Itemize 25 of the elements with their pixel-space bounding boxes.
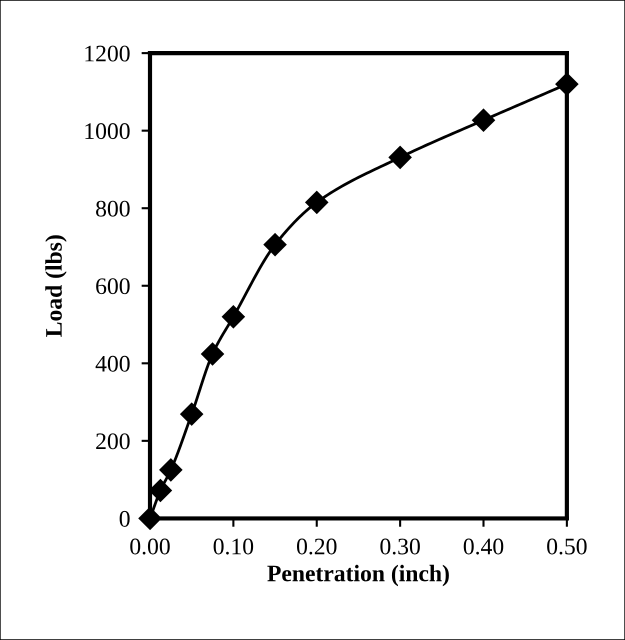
- point: [555, 72, 578, 96]
- y-tick-label: 1200: [85, 46, 130, 62]
- x-tick-label: 0.30: [380, 538, 420, 555]
- y-axis-title: Load (lbs): [45, 235, 67, 337]
- point: [472, 108, 495, 132]
- x-tick-label: 0.50: [547, 538, 587, 555]
- y-tick-label: 800: [96, 200, 130, 217]
- y-tick-label: 600: [96, 278, 130, 294]
- x-tick-label: 0.00: [130, 538, 170, 555]
- point: [222, 305, 245, 328]
- point: [305, 190, 328, 214]
- point: [264, 233, 287, 256]
- y-tick-label: 200: [96, 433, 130, 450]
- y-tick-label: 0: [120, 510, 130, 527]
- point: [180, 402, 204, 426]
- point: [388, 146, 412, 169]
- y-tick-label: 400: [96, 356, 130, 372]
- point: [201, 342, 224, 366]
- point: [159, 458, 182, 482]
- point: [138, 506, 162, 530]
- x-tick-label: 0.10: [214, 538, 254, 555]
- x-axis-title: Penetration (inch): [267, 564, 449, 586]
- x-tick-label: 0.20: [296, 538, 337, 555]
- y-tick-label: 1000: [85, 123, 130, 140]
- x-tick-label: 0.40: [464, 538, 504, 555]
